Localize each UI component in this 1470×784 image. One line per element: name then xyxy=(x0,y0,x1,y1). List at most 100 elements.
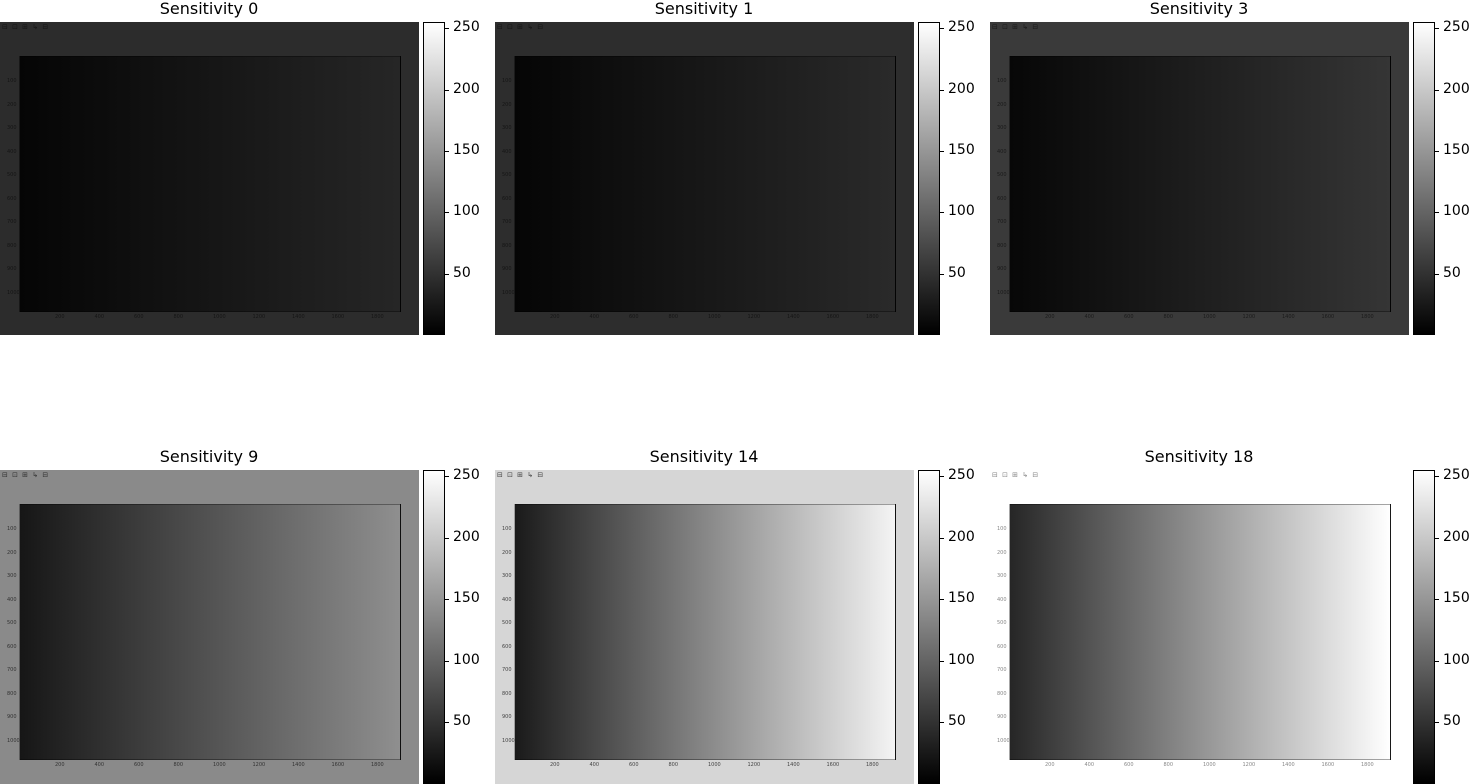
photo-x-tick: 1600 xyxy=(826,314,840,320)
photo-y-tick: 100 xyxy=(997,78,1007,84)
colorbar-tick xyxy=(940,151,944,152)
colorbar-tick xyxy=(1435,538,1439,539)
photo-y-tick: 400 xyxy=(502,596,512,603)
photo-x-tick: 1800 xyxy=(1361,762,1374,768)
colorbar xyxy=(918,22,940,335)
sensor-image: ⊟ ⊡ ⊞ ↳ ⊟ 100 200 300 400 500 600 700 800 900 1000… xyxy=(0,470,419,784)
colorbar-tick xyxy=(445,90,449,91)
photographed-toolbar: ⊟ ⊡ ⊞ ↳ ⊟ xyxy=(992,471,1040,479)
photo-y-tick: 300 xyxy=(997,573,1007,579)
photo-x-tick: 800 xyxy=(668,314,679,320)
photo-x-tick: 1000 xyxy=(213,762,226,768)
colorbar xyxy=(918,470,940,784)
photo-x-tick: 200 xyxy=(550,314,560,320)
photo-x-tick: 200 xyxy=(55,314,65,320)
photo-x-tick: 400 xyxy=(589,762,600,768)
photo-y-tick: 600 xyxy=(7,195,17,202)
colorbar-tick xyxy=(940,28,944,29)
subplot-title: Sensitivity 1 xyxy=(654,0,754,18)
photographed-monitor xyxy=(514,504,896,760)
colorbar-tick-label: 50 xyxy=(1443,265,1461,281)
photographed-toolbar: ⊟ ⊡ ⊞ ↳ ⊟ xyxy=(2,471,50,479)
photo-y-tick: 700 xyxy=(997,219,1007,225)
colorbar-tick-label: 50 xyxy=(453,265,471,281)
sensor-image: ⊟ ⊡ ⊞ ↳ ⊟ 100 200 300 400 500 600 700 800 900 1000… xyxy=(990,470,1409,784)
colorbar-tick xyxy=(1435,28,1439,29)
photo-x-tick: 1400 xyxy=(1282,762,1295,768)
photo-y-tick: 700 xyxy=(502,219,512,225)
colorbar-tick-label: 150 xyxy=(1443,590,1470,606)
colorbar-tick-label: 50 xyxy=(948,713,966,729)
photo-y-tick: 600 xyxy=(997,643,1007,650)
subplot-title: Sensitivity 0 xyxy=(159,0,259,18)
colorbar xyxy=(1413,470,1435,784)
photo-x-tick: 1200 xyxy=(252,762,266,768)
photo-x-tick: 1600 xyxy=(1321,762,1335,768)
colorbar-tick xyxy=(940,538,944,539)
colorbar-tick xyxy=(445,274,449,275)
photo-x-tick: 1800 xyxy=(371,314,384,320)
photo-y-tick: 1000 xyxy=(7,737,20,744)
photo-x-tick: 400 xyxy=(94,314,105,320)
photo-y-tick: 900 xyxy=(7,714,17,720)
photo-x-tick: 400 xyxy=(589,314,600,320)
colorbar-tick-label: 200 xyxy=(453,81,480,97)
photo-x-tick: 1400 xyxy=(787,762,800,768)
photo-y-tick: 400 xyxy=(7,596,17,603)
colorbar-tick xyxy=(1435,476,1439,477)
colorbar-tick-label: 100 xyxy=(453,203,480,219)
photo-y-tick: 300 xyxy=(502,573,512,579)
photo-y-tick: 600 xyxy=(502,643,512,650)
photo-y-tick: 200 xyxy=(7,549,17,556)
photo-y-tick: 300 xyxy=(7,573,17,579)
photo-x-tick: 1600 xyxy=(331,762,345,768)
photo-x-tick: 1000 xyxy=(708,314,721,320)
photo-x-tick: 1800 xyxy=(866,314,879,320)
photo-x-tick: 800 xyxy=(173,762,184,768)
sensor-image: ⊟ ⊡ ⊞ ↳ ⊟ 100 200 300 400 500 600 700 800 900 1000… xyxy=(990,22,1409,335)
photo-x-tick: 800 xyxy=(668,762,679,768)
photo-x-tick: 1200 xyxy=(747,314,761,320)
subplot-title: Sensitivity 9 xyxy=(159,447,259,466)
photo-y-tick: 800 xyxy=(7,690,17,697)
colorbar-tick-label: 100 xyxy=(1443,652,1470,668)
photo-x-tick: 800 xyxy=(1163,762,1174,768)
colorbar-tick-label: 50 xyxy=(1443,713,1461,729)
photo-y-tick: 600 xyxy=(997,195,1007,202)
photo-y-tick: 100 xyxy=(997,526,1007,532)
photo-x-tick: 200 xyxy=(55,762,65,768)
colorbar-tick xyxy=(940,599,944,600)
photo-x-tick: 1600 xyxy=(1321,314,1335,320)
colorbar-tick xyxy=(1435,599,1439,600)
colorbar-tick xyxy=(1435,661,1439,662)
colorbar-tick xyxy=(445,212,449,213)
photo-x-tick: 600 xyxy=(1124,314,1134,320)
sensor-image: ⊟ ⊡ ⊞ ↳ ⊟ 100 200 300 400 500 600 700 800 900 1000… xyxy=(0,22,419,335)
photographed-monitor xyxy=(19,504,401,760)
colorbar-tick xyxy=(1435,274,1439,275)
colorbar-tick-label: 250 xyxy=(453,19,480,35)
photo-x-tick: 1800 xyxy=(371,762,384,768)
colorbar-tick xyxy=(445,151,449,152)
colorbar-tick xyxy=(940,90,944,91)
colorbar-tick xyxy=(445,538,449,539)
colorbar-tick xyxy=(445,661,449,662)
photo-x-tick: 600 xyxy=(629,762,639,768)
photo-y-tick: 900 xyxy=(997,266,1007,272)
colorbar-tick-label: 150 xyxy=(948,590,975,606)
photo-y-tick: 500 xyxy=(7,620,17,626)
photo-x-tick: 1400 xyxy=(292,762,305,768)
photo-y-tick: 400 xyxy=(997,148,1007,155)
colorbar-tick-label: 250 xyxy=(453,467,480,483)
colorbar-tick-label: 150 xyxy=(1443,142,1470,158)
photo-y-tick: 500 xyxy=(997,620,1007,626)
photo-y-tick: 900 xyxy=(997,714,1007,720)
photo-x-tick: 400 xyxy=(1084,762,1095,768)
photo-x-tick: 1800 xyxy=(866,762,879,768)
colorbar-tick xyxy=(940,212,944,213)
photo-x-tick: 1600 xyxy=(331,314,345,320)
colorbar-tick xyxy=(1435,90,1439,91)
photo-x-tick: 400 xyxy=(94,762,105,768)
photo-y-tick: 1000 xyxy=(502,289,515,296)
colorbar-tick-label: 50 xyxy=(453,713,471,729)
